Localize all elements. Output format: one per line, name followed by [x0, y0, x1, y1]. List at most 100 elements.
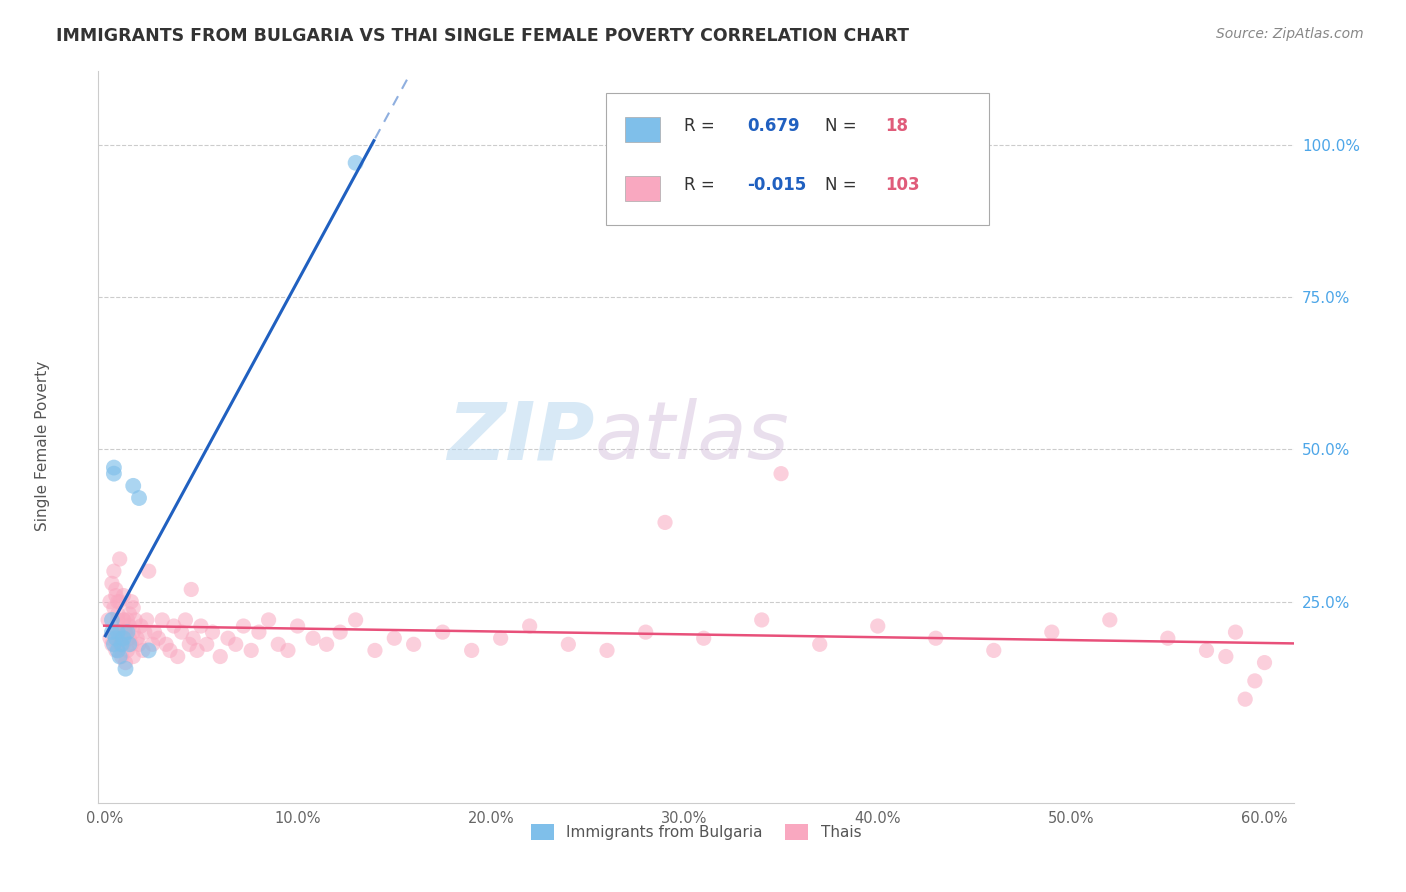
- Point: [1215, 649, 1237, 664]
- Point: [634, 625, 657, 640]
- Point: [98, 632, 121, 646]
- Point: [132, 643, 155, 657]
- Text: -0.015: -0.015: [748, 176, 807, 194]
- Point: [114, 662, 136, 676]
- Point: [112, 637, 135, 651]
- Point: [112, 613, 135, 627]
- Point: [277, 643, 299, 657]
- Point: [195, 637, 218, 651]
- Point: [364, 643, 387, 657]
- Point: [104, 589, 127, 603]
- Point: [122, 625, 145, 640]
- Point: [257, 613, 280, 627]
- Point: [103, 600, 125, 615]
- Text: Source: ZipAtlas.com: Source: ZipAtlas.com: [1216, 27, 1364, 41]
- Point: [489, 632, 512, 646]
- Point: [101, 625, 124, 640]
- Point: [519, 619, 541, 633]
- Point: [120, 637, 142, 651]
- Point: [1253, 656, 1275, 670]
- Point: [118, 619, 141, 633]
- Point: [103, 625, 125, 640]
- Point: [112, 632, 135, 646]
- Point: [108, 637, 131, 651]
- Text: atlas: atlas: [595, 398, 789, 476]
- Point: [180, 582, 202, 597]
- Point: [101, 613, 124, 627]
- Point: [117, 613, 139, 627]
- Text: 18: 18: [884, 117, 908, 136]
- Point: [111, 637, 134, 651]
- Point: [107, 625, 129, 640]
- Point: [770, 467, 793, 481]
- Point: [138, 643, 160, 657]
- Point: [107, 613, 129, 627]
- Point: [122, 649, 145, 664]
- Point: [142, 637, 165, 651]
- Point: [225, 637, 247, 651]
- Point: [163, 619, 186, 633]
- Point: [108, 552, 131, 566]
- Point: [866, 619, 889, 633]
- Point: [107, 643, 129, 657]
- Point: [1157, 632, 1180, 646]
- Point: [111, 632, 134, 646]
- Point: [174, 613, 197, 627]
- Point: [114, 625, 136, 640]
- Point: [287, 619, 309, 633]
- Point: [107, 594, 129, 608]
- Point: [122, 479, 145, 493]
- Point: [159, 643, 181, 657]
- Point: [101, 637, 124, 651]
- Point: [104, 643, 127, 657]
- Point: [118, 607, 141, 621]
- FancyBboxPatch shape: [606, 94, 988, 225]
- Point: [117, 643, 139, 657]
- Point: [104, 582, 127, 597]
- Text: Single Female Poverty: Single Female Poverty: [35, 361, 49, 531]
- Point: [148, 632, 170, 646]
- Point: [107, 607, 129, 621]
- Point: [129, 619, 152, 633]
- Point: [654, 516, 676, 530]
- Text: R =: R =: [685, 117, 720, 136]
- Point: [104, 632, 127, 646]
- Point: [98, 594, 121, 608]
- Point: [108, 649, 131, 664]
- Point: [1098, 613, 1121, 627]
- Point: [103, 564, 125, 578]
- Point: [329, 625, 352, 640]
- Point: [751, 613, 773, 627]
- Point: [112, 589, 135, 603]
- Point: [124, 613, 146, 627]
- Text: IMMIGRANTS FROM BULGARIA VS THAI SINGLE FEMALE POVERTY CORRELATION CHART: IMMIGRANTS FROM BULGARIA VS THAI SINGLE …: [56, 27, 910, 45]
- Point: [179, 637, 201, 651]
- Point: [925, 632, 948, 646]
- Point: [170, 625, 193, 640]
- Text: ZIP: ZIP: [447, 398, 595, 476]
- Point: [114, 656, 136, 670]
- Point: [135, 613, 157, 627]
- Point: [201, 625, 224, 640]
- Point: [128, 637, 150, 651]
- Point: [596, 643, 619, 657]
- Point: [1243, 673, 1265, 688]
- Text: N =: N =: [825, 176, 862, 194]
- Point: [118, 632, 141, 646]
- Point: [432, 625, 454, 640]
- Point: [108, 625, 131, 640]
- Point: [150, 613, 173, 627]
- Point: [128, 491, 150, 505]
- Point: [108, 594, 131, 608]
- Point: [232, 619, 254, 633]
- Point: [693, 632, 716, 646]
- Point: [186, 643, 208, 657]
- Point: [101, 576, 124, 591]
- Point: [302, 632, 325, 646]
- Point: [127, 632, 149, 646]
- Point: [1195, 643, 1218, 657]
- FancyBboxPatch shape: [626, 118, 661, 143]
- Point: [112, 613, 135, 627]
- Point: [1040, 625, 1063, 640]
- Point: [103, 637, 125, 651]
